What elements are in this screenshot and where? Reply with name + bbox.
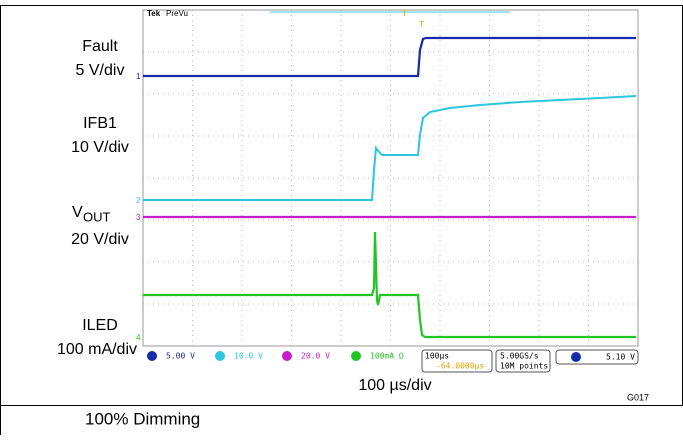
channel-marker: 4 bbox=[136, 333, 141, 342]
figure-title: 100% Dimming bbox=[85, 409, 200, 428]
ch1-badge bbox=[147, 351, 157, 361]
ch3-scale: 20.0 V bbox=[301, 352, 330, 361]
ch4-scale: 100mA Ω bbox=[370, 352, 404, 361]
trigger-badge bbox=[571, 352, 581, 362]
fault-scale: 5 V/div bbox=[76, 62, 125, 79]
ch2-scale: 10.0 V bbox=[234, 352, 263, 361]
trigger-marker: T bbox=[402, 9, 407, 18]
iled-scale: 100 mA/div bbox=[57, 341, 137, 358]
channel-marker: 3 bbox=[136, 213, 141, 222]
record-length: 10M points bbox=[500, 362, 548, 371]
ch4-badge bbox=[351, 351, 361, 361]
trigger-marker: T bbox=[419, 20, 424, 29]
ifb1-trace bbox=[143, 95, 637, 201]
status-bar: 5.00 V 10.0 V 20.0 V 100mA Ω 100µs -64.0… bbox=[147, 349, 639, 373]
fault-trace bbox=[143, 36, 636, 78]
grid bbox=[143, 10, 638, 346]
ch3-badge bbox=[282, 351, 292, 361]
ifb1-label: IFB1 bbox=[83, 115, 117, 132]
channel-marker: 2 bbox=[136, 196, 141, 205]
figure-id: G017 bbox=[627, 392, 649, 402]
acq-box bbox=[495, 349, 551, 373]
trigger-level: 5.10 V bbox=[606, 353, 635, 362]
ifb1-scale: 10 V/div bbox=[71, 139, 129, 156]
channel-marker: 1 bbox=[136, 72, 141, 81]
vout-subscript: OUT bbox=[83, 209, 111, 224]
vout-label: V bbox=[72, 204, 83, 221]
iled-label: ILED bbox=[82, 317, 118, 334]
sample-rate: 5.00GS/s bbox=[500, 352, 539, 361]
scope-screen: Tek PreVu T T 1 2 3 4 5.00 V 10.0 V 20.0… bbox=[136, 9, 639, 373]
timebase-caption: 100 µs/div bbox=[358, 377, 431, 394]
brand: Tek bbox=[147, 9, 161, 18]
vout-scale: 20 V/div bbox=[71, 231, 129, 248]
iled-trace bbox=[143, 231, 636, 339]
delay: -64.0000µs bbox=[436, 362, 484, 371]
timebase-box bbox=[421, 349, 493, 373]
ch2-badge bbox=[215, 351, 225, 361]
ch1-scale: 5.00 V bbox=[166, 352, 195, 361]
trigger-box bbox=[555, 349, 639, 365]
mode: PreVu bbox=[166, 9, 188, 18]
timebase: 100µs bbox=[425, 352, 449, 361]
fault-label: Fault bbox=[82, 38, 118, 55]
